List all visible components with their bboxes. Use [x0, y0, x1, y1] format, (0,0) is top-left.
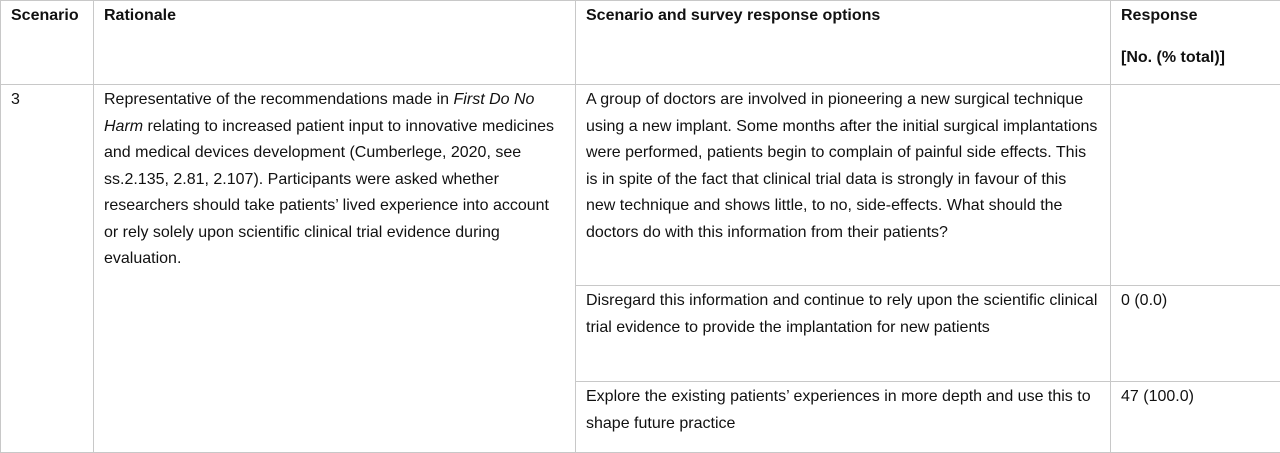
option-cell: Disregard this information and continue … [576, 286, 1111, 382]
header-text: Response [1121, 7, 1197, 24]
response-cell: 47 (100.0) [1111, 382, 1280, 453]
rationale-text: Representative of the recommendations ma… [104, 91, 454, 108]
header-cell: Scenario and survey response options [576, 1, 1111, 85]
response-cell: 0 (0.0) [1111, 286, 1280, 382]
header-text: [No. (% total)] [1121, 45, 1270, 72]
body-row: 3 Representative of the recommendations … [1, 85, 1280, 286]
scenario-cell: 3 [1, 85, 94, 453]
header-row: Scenario Rationale Scenario and survey r… [1, 1, 1280, 85]
header-cell: Rationale [94, 1, 576, 85]
header-cell: Scenario [1, 1, 94, 85]
option-cell: Explore the existing patients’ experienc… [576, 382, 1111, 453]
question-cell: A group of doctors are involved in pione… [576, 85, 1111, 286]
header-cell: Response [No. (% total)] [1111, 1, 1280, 85]
response-cell [1111, 85, 1280, 286]
rationale-text: relating to increased patient input to i… [104, 118, 554, 268]
rationale-cell: Representative of the recommendations ma… [94, 85, 576, 453]
